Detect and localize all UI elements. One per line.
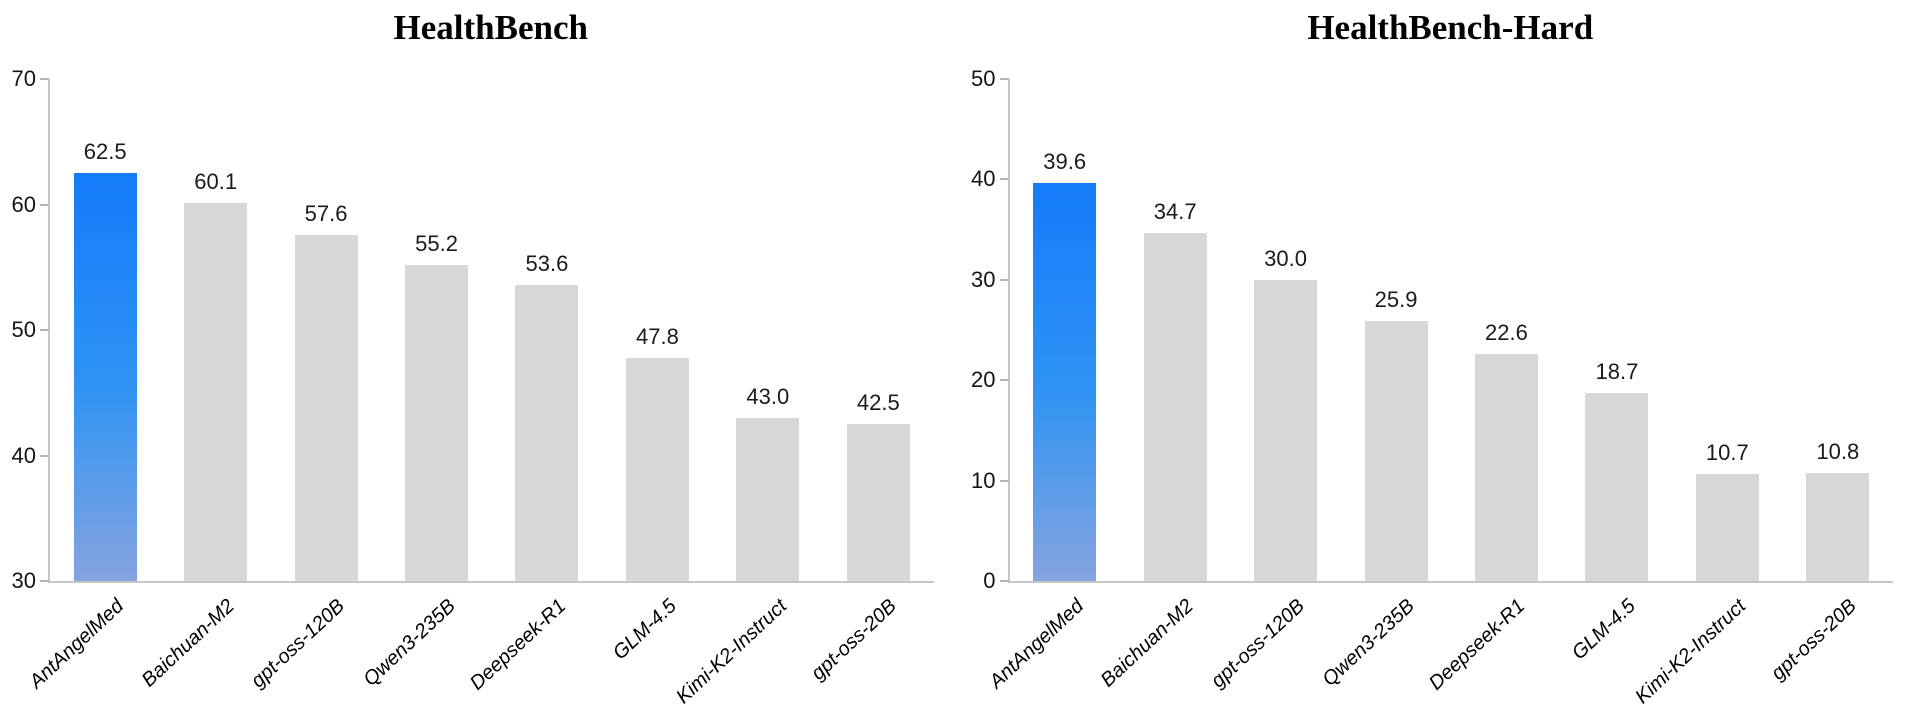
category-label: Kimi-K2-Instruct [1631, 595, 1751, 709]
bar [736, 417, 800, 581]
y-axis-tick-label: 50 [971, 66, 996, 91]
bar-value-label: 60.1 [194, 169, 238, 195]
bar-slot: 60.1 [160, 79, 270, 581]
category-label: Qwen3-235B [1318, 595, 1420, 691]
bar [1364, 320, 1428, 581]
bar-value-label: 10.7 [1705, 439, 1749, 465]
bar-slot: 39.6 [1010, 79, 1120, 581]
bar-value-label: 47.8 [635, 323, 679, 349]
bar [1806, 472, 1870, 581]
bar [1254, 279, 1318, 581]
bar-slot: 10.7 [1672, 79, 1782, 581]
chart-panel-healthbench: HealthBench 62.5 60.1 57.6 55.2 53.6 47.8 43.0… [12, 8, 934, 708]
category-label: gpt-oss-120B [1206, 595, 1309, 693]
y-axis-tick-mark [999, 178, 1009, 181]
category-label: gpt-oss-20B [807, 595, 902, 685]
y-axis-tick-mark [40, 580, 49, 582]
category-label: gpt-oss-120B [247, 595, 350, 693]
y-axis-tick-label: 70 [11, 66, 36, 91]
bars-layer: 62.5 60.1 57.6 55.2 53.6 47.8 43.0 42.5 [50, 79, 934, 581]
bar-slot: 62.5 [50, 79, 160, 581]
y-axis-tick-mark [40, 329, 49, 331]
chart-panel-healthbench-hard: HealthBench-Hard 39.6 34.7 30.0 25.9 22.6 18.… [960, 0, 1919, 709]
bar-value-label: 57.6 [304, 200, 348, 226]
y-axis-tick-mark [999, 379, 1009, 382]
bar [1474, 354, 1538, 581]
category-label: GLM-4.5 [1567, 595, 1640, 665]
y-axis-tick-label: 50 [11, 317, 36, 342]
y-axis-tick-mark [999, 479, 1009, 482]
chart-title: HealthBench-Hard [1307, 8, 1594, 47]
y-axis-tick-label: 40 [971, 166, 996, 192]
bar-highlighted [73, 173, 137, 581]
bar-value-label: 62.5 [83, 139, 127, 165]
bar [294, 234, 358, 581]
bar-value-label: 42.5 [856, 390, 900, 416]
category-label: Deepseek-R1 [1425, 595, 1530, 695]
category-label: GLM-4.5 [608, 595, 681, 665]
y-axis-tick-label: 20 [971, 367, 996, 393]
bar-slot: 42.5 [823, 79, 933, 581]
bar-slot: 34.7 [1120, 79, 1230, 581]
bar-slot: 10.8 [1783, 79, 1893, 581]
bars-layer: 39.6 34.7 30.0 25.9 22.6 18.7 10.7 10.8 [1010, 79, 1894, 581]
y-axis-tick-mark [999, 278, 1009, 281]
y-axis-tick-mark [40, 454, 49, 457]
bar-slot: 43.0 [713, 79, 823, 581]
bar-highlighted [1033, 183, 1097, 581]
category-label: AntAngelMed [984, 595, 1088, 693]
plot-area: 62.5 60.1 57.6 55.2 53.6 47.8 43.0 42.5 AntAnge… [12, 68, 934, 708]
bar [1143, 232, 1207, 581]
category-label: Baichuan-M2 [1096, 595, 1199, 692]
y-axis-tick-label: 10 [971, 467, 996, 493]
bar-slot: 22.6 [1451, 79, 1561, 581]
category-label: AntAngelMed [25, 595, 129, 693]
category-label: Baichuan-M2 [137, 595, 239, 692]
chart-title: HealthBench [393, 8, 588, 47]
bar-slot: 30.0 [1230, 79, 1340, 581]
bar-value-label: 22.6 [1485, 320, 1528, 346]
bar-slot: 18.7 [1562, 79, 1672, 581]
y-axis-tick-mark [40, 78, 49, 80]
y-axis-tick-mark [40, 203, 49, 206]
category-label: Qwen3-235B [359, 595, 460, 691]
bar-slot: 57.6 [271, 79, 381, 581]
bar-slot: 25.9 [1341, 79, 1451, 581]
category-label: Kimi-K2-Instruct [671, 595, 791, 709]
bar-value-label: 18.7 [1595, 359, 1639, 385]
bar-value-label: 30.0 [1264, 245, 1307, 271]
bar-value-label: 53.6 [525, 250, 569, 276]
y-axis-tick-label: 60 [11, 191, 36, 217]
bar [184, 203, 248, 581]
bar-value-label: 34.7 [1153, 198, 1197, 224]
bar [405, 264, 469, 581]
bar [1695, 473, 1759, 581]
category-label: Deepseek-R1 [465, 595, 570, 695]
bar-slot: 53.6 [492, 79, 602, 581]
y-axis-tick-label: 30 [971, 266, 996, 292]
y-axis-tick-mark [999, 580, 1009, 582]
y-axis-tick-label: 30 [11, 568, 36, 593]
bar [846, 424, 910, 581]
y-axis-tick-label: 40 [11, 442, 36, 468]
bar-value-label: 55.2 [415, 230, 458, 256]
bar-slot: 47.8 [602, 79, 712, 581]
category-label: gpt-oss-20B [1766, 595, 1861, 685]
bar-value-label: 10.8 [1816, 438, 1860, 464]
y-axis-tick-mark [999, 78, 1009, 80]
bar-value-label: 25.9 [1374, 286, 1418, 312]
y-axis-tick-label: 0 [983, 568, 996, 593]
bar [625, 357, 689, 581]
bar [1585, 393, 1649, 581]
bar-value-label: 43.0 [746, 383, 790, 409]
bar-slot: 55.2 [381, 79, 491, 581]
bar [515, 284, 579, 581]
plot-area: 39.6 34.7 30.0 25.9 22.6 18.7 10.7 10.8 AntAnge… [971, 68, 1894, 708]
bar-value-label: 39.6 [1043, 149, 1087, 175]
